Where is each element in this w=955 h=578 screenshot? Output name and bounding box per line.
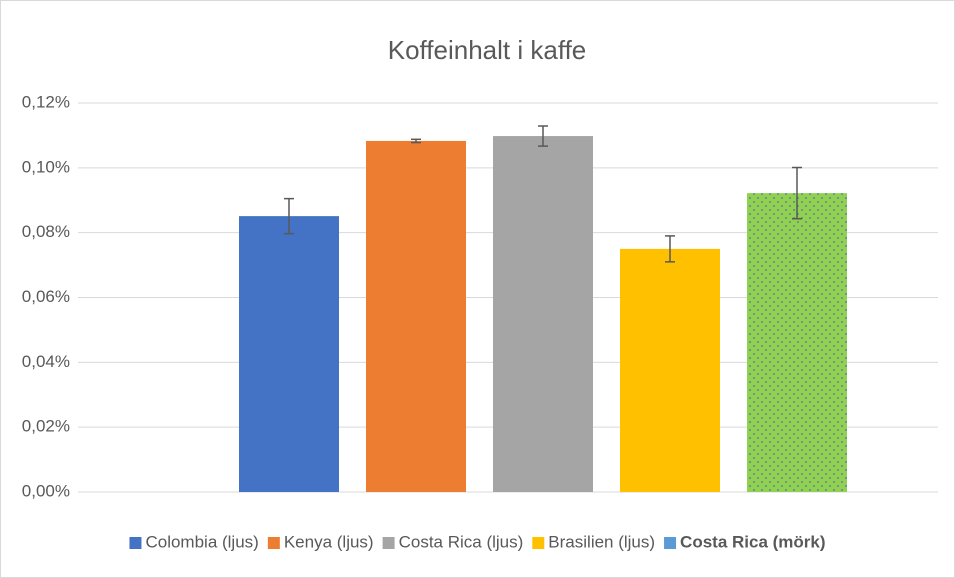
legend-swatch: [267, 537, 280, 549]
error-bar: [538, 125, 548, 147]
y-tick-label: 0,04%: [22, 352, 70, 371]
legend-label: Kenya (ljus): [284, 532, 374, 551]
legend-swatch: [129, 537, 142, 549]
y-tick-label: 0,10%: [22, 157, 70, 176]
y-tick-label: 0,12%: [22, 92, 70, 111]
error-bar: [411, 138, 421, 144]
legend-swatch: [664, 537, 677, 549]
legend-label: Costa Rica (ljus): [399, 532, 524, 551]
error-bar: [665, 235, 675, 263]
y-tick-label: 0,00%: [22, 481, 70, 500]
bar: [747, 193, 847, 492]
error-bar: [792, 166, 802, 220]
legend: Colombia (ljus) Kenya (ljus) Costa Rica (l…: [129, 532, 826, 551]
y-tick-label: 0,06%: [22, 287, 70, 306]
bar: [620, 248, 720, 492]
bar: [366, 140, 466, 493]
y-tick-label: 0,08%: [22, 222, 70, 241]
chart-title: Koffeinhalt i kaffe: [388, 35, 587, 65]
error-bar: [284, 197, 294, 235]
bar: [493, 136, 593, 492]
legend-label: Brasilien (ljus): [548, 532, 655, 551]
legend-swatch: [382, 537, 395, 549]
y-tick-label: 0,02%: [22, 417, 70, 436]
bar: [239, 216, 339, 493]
legend-label: Costa Rica (mörk): [680, 532, 825, 551]
legend-label: Colombia (ljus): [145, 532, 258, 551]
legend-swatch: [532, 537, 545, 549]
